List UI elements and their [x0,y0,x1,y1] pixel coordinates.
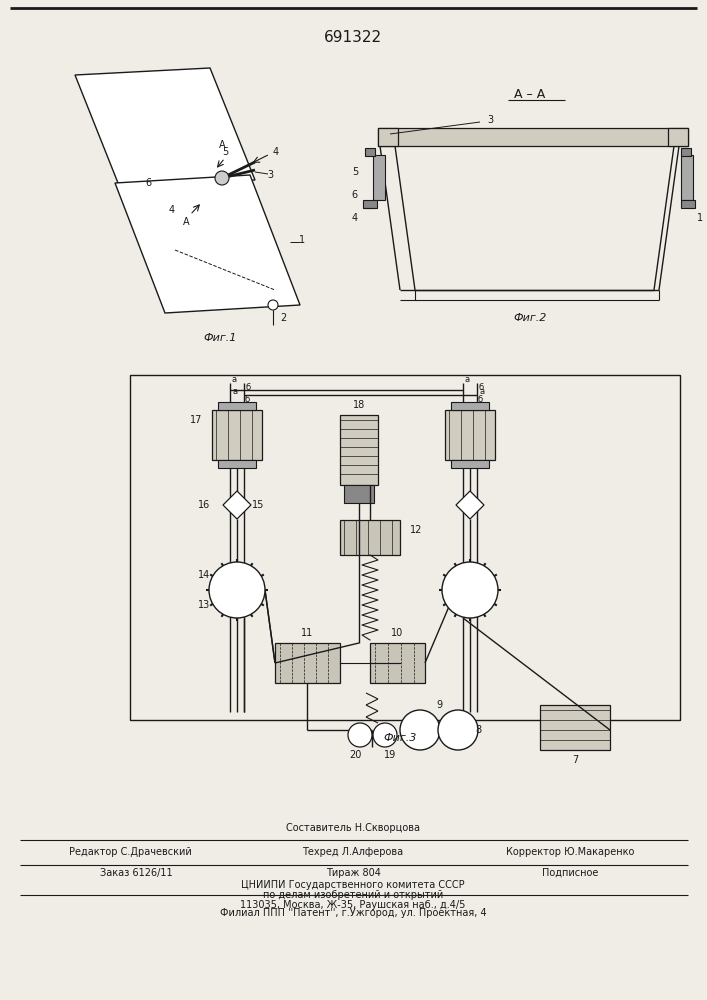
Text: Заказ 6126/11: Заказ 6126/11 [100,868,173,878]
Text: 8: 8 [475,725,481,735]
Text: 17: 17 [189,415,202,425]
Text: A: A [218,140,226,150]
Bar [445,410,495,460]
Text: 13: 13 [198,600,210,610]
Text: 2: 2 [280,313,286,323]
Text: Техред Л.Алферова: Техред Л.Алферова [303,847,404,857]
Bar [344,485,374,503]
Polygon shape [378,128,398,146]
Text: a: a [233,387,238,396]
Bar [451,460,489,468]
Polygon shape [668,128,688,146]
Polygon shape [75,68,255,188]
Bar [130,375,680,720]
Polygon shape [223,491,251,519]
Text: 11: 11 [301,628,313,638]
Text: 9: 9 [436,700,442,710]
Text: 1: 1 [697,213,703,223]
Text: б: б [246,382,251,391]
Bar [373,155,385,200]
Bar [681,148,691,156]
Text: 113035, Москва, Ж-35, Раушская наб., д.4/5: 113035, Москва, Ж-35, Раушская наб., д.4… [240,900,466,910]
Text: Фиг.1: Фиг.1 [204,333,237,343]
Text: б: б [245,395,250,404]
Bar [218,460,256,468]
Bar [365,148,375,156]
Text: Подписное: Подписное [542,868,598,878]
Text: 5: 5 [352,167,358,177]
Text: Фиг.3: Фиг.3 [383,733,416,743]
Circle shape [438,710,478,750]
Text: 20: 20 [349,750,361,760]
Circle shape [215,171,229,185]
Bar [212,410,262,460]
Bar [340,415,378,485]
Text: 18: 18 [353,400,365,410]
Text: 3: 3 [487,115,493,125]
Text: a: a [465,375,470,384]
Circle shape [400,710,440,750]
Text: 3: 3 [267,170,273,180]
Text: 1: 1 [299,235,305,245]
Bar [540,705,610,750]
Text: А – А: А – А [515,89,546,102]
Text: a: a [479,387,484,396]
Circle shape [209,562,265,618]
Text: Составитель Н.Скворцова: Составитель Н.Скворцова [286,823,420,833]
Text: 5: 5 [222,147,228,157]
Text: 12: 12 [410,525,422,535]
Text: 691322: 691322 [324,30,382,45]
Text: 16: 16 [198,500,210,510]
Circle shape [348,723,372,747]
Text: б: б [479,382,484,391]
Bar [340,520,400,555]
Text: ЦНИИПИ Государственного комитета СССР: ЦНИИПИ Государственного комитета СССР [241,880,464,890]
Text: 6: 6 [352,190,358,200]
Text: Тираж 804: Тираж 804 [325,868,380,878]
Text: б: б [477,395,483,404]
Bar [681,200,695,208]
Bar [370,643,425,683]
Text: Фиг.2: Фиг.2 [513,313,547,323]
Bar [681,155,693,200]
Text: 15: 15 [252,500,264,510]
Text: по делам изобретений и открытий: по делам изобретений и открытий [263,890,443,900]
Text: Корректор Ю.Макаренко: Корректор Ю.Макаренко [506,847,634,857]
Text: 10: 10 [391,628,403,638]
Text: 6: 6 [145,178,151,188]
Text: 4: 4 [273,147,279,157]
Text: 14: 14 [198,570,210,580]
Bar [378,128,688,146]
Circle shape [442,562,498,618]
Bar [275,643,340,683]
Bar [451,402,489,410]
Text: 4: 4 [352,213,358,223]
Text: a: a [232,375,237,384]
Bar [363,200,377,208]
Bar [218,402,256,410]
Circle shape [373,723,397,747]
Polygon shape [115,175,300,313]
Text: 4: 4 [169,205,175,215]
Circle shape [268,300,278,310]
Text: A: A [182,217,189,227]
Text: Редактор С.Драчевский: Редактор С.Драчевский [69,847,192,857]
Text: Филиал ППП ''Патент'', г.Ужгород, ул. Проектная, 4: Филиал ППП ''Патент'', г.Ужгород, ул. Пр… [220,908,486,918]
Polygon shape [456,491,484,519]
Text: 7: 7 [572,755,578,765]
Text: 19: 19 [384,750,396,760]
